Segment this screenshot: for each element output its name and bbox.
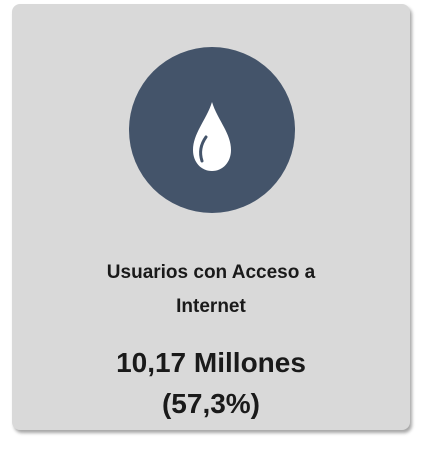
stat-value: 10,17 Millones (57,3%) [51, 342, 371, 424]
stat-card: Usuarios con Acceso a Internet 10,17 Mil… [12, 4, 410, 430]
icon [129, 47, 295, 213]
drop-icon [193, 102, 231, 171]
stat-amount: 10,17 Millones [116, 347, 306, 378]
drop-highlight [199, 135, 208, 163]
stat-share: (57,3%) [161, 388, 261, 419]
stat-label: Usuarios con Acceso a Internet [106, 262, 316, 317]
